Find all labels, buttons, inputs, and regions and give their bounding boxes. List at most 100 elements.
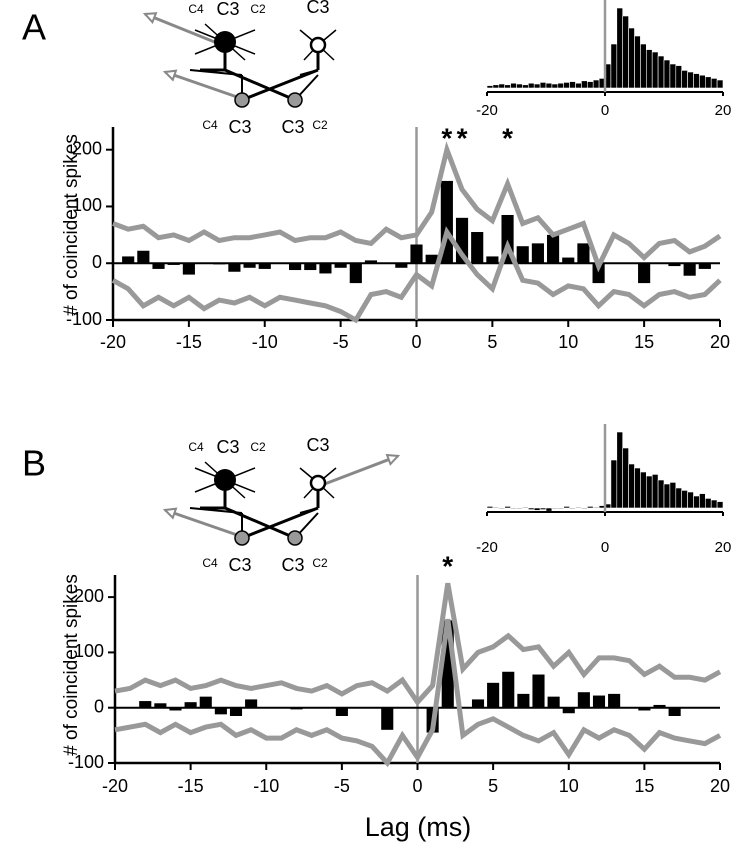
x-axis-label: Lag (ms) <box>365 812 472 842</box>
diagram-arrow <box>142 12 158 24</box>
diagram-line <box>321 454 399 487</box>
bar <box>425 254 438 264</box>
histogram-bar <box>610 43 618 89</box>
confidence-line <box>114 618 722 768</box>
bar <box>608 693 621 708</box>
cell-label: C4 <box>188 2 204 16</box>
x-tick-label: 15 <box>634 332 654 352</box>
histogram-bar <box>586 506 594 509</box>
histogram-bar <box>716 79 724 89</box>
bar <box>683 263 696 276</box>
x-tick-label: -20 <box>100 332 126 352</box>
bar <box>243 263 256 268</box>
y-tick-label: 0 <box>92 252 102 272</box>
histogram-bar <box>551 507 559 510</box>
histogram-bar <box>581 507 588 510</box>
diagram-line <box>241 506 319 540</box>
histogram-bar <box>592 79 600 89</box>
histogram-bar <box>498 507 505 510</box>
histogram-bar <box>622 447 629 509</box>
cell-label: C3 <box>228 117 251 137</box>
histogram-bar <box>693 73 700 89</box>
histogram-bar <box>510 82 517 89</box>
bar <box>653 704 666 708</box>
histogram-bar <box>533 83 541 89</box>
bar <box>592 695 606 708</box>
bar <box>335 707 348 716</box>
bar <box>214 707 227 715</box>
histogram-bar <box>545 82 553 89</box>
y-axis-label: # of coincident spikes <box>61 574 82 756</box>
significance-star: * <box>442 550 453 581</box>
histogram-bar <box>557 82 564 89</box>
histogram-bar <box>710 78 718 89</box>
x-tick-label: -20 <box>476 539 498 556</box>
histogram-bar <box>492 84 500 89</box>
bar <box>304 263 317 271</box>
x-tick-label: 0 <box>601 539 609 556</box>
x-tick-label: -5 <box>334 776 350 796</box>
x-tick-label: -15 <box>176 332 202 352</box>
histogram-bar <box>522 84 529 89</box>
cell-label: C3 <box>228 555 251 575</box>
histogram-bar <box>675 65 682 89</box>
histogram-bar <box>657 55 665 89</box>
bar <box>169 707 182 711</box>
histogram-bar <box>693 495 700 509</box>
x-tick-label: 0 <box>601 102 609 119</box>
histogram-bar <box>716 501 724 509</box>
bar <box>532 674 545 708</box>
bar <box>319 263 332 274</box>
x-tick-label: 5 <box>487 332 497 352</box>
circuit-diagram: C4 C3 C2 C3 C4 C3 C3 C2 <box>162 435 401 575</box>
x-tick-label: -5 <box>333 332 349 352</box>
diagram-arrow <box>385 453 401 466</box>
x-tick-label: -20 <box>476 102 498 119</box>
bar <box>502 671 515 708</box>
confidence-line <box>114 582 722 707</box>
cell-open <box>309 474 327 492</box>
y-tick-label: 200 <box>72 138 102 158</box>
histogram-bar <box>663 483 671 509</box>
diagram-line <box>164 70 241 100</box>
bar <box>471 699 485 708</box>
bar <box>228 263 241 272</box>
x-tick-label: -15 <box>178 776 204 796</box>
histogram-bar <box>628 463 635 509</box>
bar <box>562 257 575 264</box>
bar <box>562 707 575 714</box>
cell-filled <box>214 469 236 491</box>
bar <box>395 263 408 268</box>
y-tick-label: 100 <box>74 641 104 661</box>
cell-filled <box>214 31 236 53</box>
cell-grey <box>234 530 250 546</box>
circuit-diagram: C4 C3 C2 C3 C4 C3 C3 C2 <box>142 0 337 137</box>
bar <box>289 263 302 271</box>
x-tick-label: 15 <box>634 776 654 796</box>
x-tick-label: 10 <box>559 776 579 796</box>
confidence-line <box>111 226 722 324</box>
histogram-bar <box>510 507 517 510</box>
cell-label: C4 <box>188 440 204 454</box>
bar <box>199 696 212 708</box>
histogram-bar <box>651 51 659 89</box>
significance-star: * <box>502 122 513 153</box>
histogram-bar <box>663 59 671 89</box>
histogram-bar <box>616 7 623 89</box>
bar <box>516 246 529 264</box>
diagram-arrow <box>162 69 178 82</box>
bar <box>152 263 165 269</box>
diagram-line <box>299 507 319 514</box>
bar <box>668 263 681 267</box>
histogram-bar <box>586 81 594 89</box>
bar <box>531 243 544 264</box>
y-tick-label: 0 <box>94 696 104 716</box>
cell-label: C2 <box>250 440 266 454</box>
cell-grey <box>234 92 250 108</box>
histogram-bar <box>651 474 659 509</box>
bar <box>486 256 499 264</box>
histogram-bar <box>486 506 494 509</box>
bar <box>698 263 711 269</box>
histogram-bar <box>504 84 511 89</box>
